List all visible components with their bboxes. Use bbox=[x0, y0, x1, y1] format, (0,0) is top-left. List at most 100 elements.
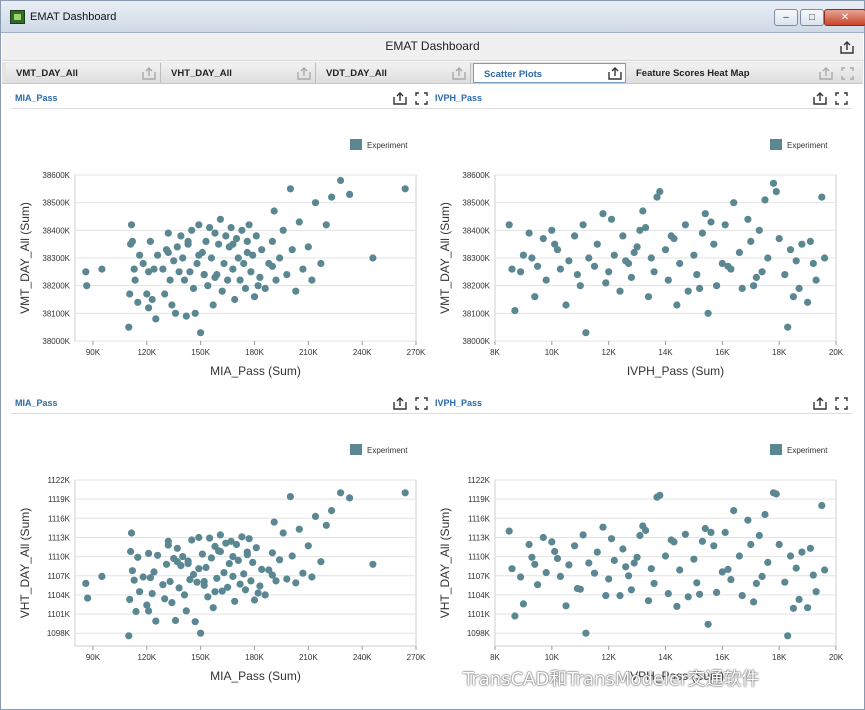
data-point bbox=[250, 293, 259, 301]
data-point bbox=[704, 620, 712, 628]
data-point bbox=[758, 572, 766, 580]
y-tick-label: 1098K bbox=[467, 629, 491, 638]
data-point bbox=[676, 566, 684, 574]
data-point bbox=[231, 597, 239, 605]
close-button[interactable]: ✕ bbox=[824, 9, 865, 26]
data-point bbox=[180, 276, 189, 284]
data-point bbox=[590, 262, 599, 270]
window-titlebar[interactable]: EMAT Dashboard – □ ✕ bbox=[1, 1, 865, 33]
share-icon[interactable] bbox=[840, 41, 854, 54]
data-point bbox=[270, 207, 278, 215]
y-tick-label: 1113K bbox=[468, 533, 491, 542]
data-point bbox=[642, 526, 650, 534]
data-point bbox=[247, 268, 255, 276]
data-point bbox=[556, 572, 564, 580]
data-point bbox=[188, 226, 196, 234]
data-point bbox=[571, 542, 579, 550]
data-point bbox=[616, 592, 624, 600]
panel-divider bbox=[11, 108, 432, 109]
data-point bbox=[179, 254, 187, 262]
expand-icon[interactable] bbox=[835, 397, 848, 410]
share-icon[interactable] bbox=[297, 67, 311, 80]
data-point bbox=[134, 553, 142, 561]
data-point bbox=[690, 555, 698, 563]
expand-icon[interactable] bbox=[841, 67, 854, 80]
data-point bbox=[593, 240, 601, 248]
scatter-chart: 38000K 38100K 38200K 38300K 38400K 38500K 3860… bbox=[18, 139, 426, 378]
x-tick-label: 12K bbox=[602, 653, 617, 662]
legend-label: Experiment bbox=[787, 141, 828, 150]
y-tick-label: 1113K bbox=[48, 533, 71, 542]
panel-title: IVPH_Pass bbox=[435, 93, 483, 103]
data-point bbox=[227, 224, 235, 232]
data-point bbox=[84, 594, 92, 602]
data-point bbox=[590, 569, 599, 577]
data-point bbox=[193, 578, 201, 586]
data-point bbox=[721, 528, 729, 536]
data-point bbox=[747, 237, 755, 245]
data-point bbox=[131, 276, 139, 284]
maximize-button[interactable]: □ bbox=[800, 9, 824, 26]
y-tick-label: 38500K bbox=[462, 199, 490, 208]
data-point bbox=[821, 254, 829, 262]
data-point bbox=[401, 185, 409, 193]
share-icon[interactable] bbox=[608, 67, 622, 80]
share-icon[interactable] bbox=[393, 397, 407, 410]
tab-vht-day-all[interactable]: VHT_DAY_All bbox=[161, 63, 316, 83]
data-point bbox=[195, 533, 203, 542]
data-point bbox=[202, 563, 210, 572]
tab-feature-scores-heat-map[interactable]: Feature Scores Heat Map bbox=[626, 63, 862, 83]
tab-scatter-plots[interactable]: Scatter Plots bbox=[473, 63, 626, 83]
data-point bbox=[730, 507, 738, 515]
data-point bbox=[229, 240, 237, 248]
data-point bbox=[812, 276, 820, 284]
data-point bbox=[337, 489, 345, 497]
data-point bbox=[664, 276, 672, 284]
expand-icon[interactable] bbox=[835, 92, 848, 105]
data-point bbox=[200, 271, 208, 279]
tab-label: VMT_DAY_All bbox=[16, 68, 78, 79]
data-point bbox=[311, 512, 320, 520]
expand-icon[interactable] bbox=[415, 92, 428, 105]
data-point bbox=[241, 586, 250, 594]
tab-vmt-day-all[interactable]: VMT_DAY_All bbox=[6, 63, 161, 83]
data-point bbox=[795, 595, 803, 603]
panel-title: MIA_Pass bbox=[15, 398, 58, 408]
data-point bbox=[616, 287, 624, 295]
share-icon[interactable] bbox=[142, 67, 156, 80]
minimize-button[interactable]: – bbox=[774, 9, 798, 26]
data-point bbox=[197, 629, 205, 637]
data-point bbox=[236, 580, 244, 588]
data-point bbox=[232, 235, 241, 243]
data-point bbox=[224, 276, 232, 284]
data-point bbox=[288, 552, 296, 560]
data-point bbox=[250, 596, 259, 604]
share-icon[interactable] bbox=[813, 397, 827, 410]
data-point bbox=[798, 548, 806, 556]
data-point bbox=[636, 531, 644, 540]
data-point bbox=[744, 215, 752, 223]
data-point bbox=[602, 592, 610, 600]
data-point bbox=[175, 584, 183, 592]
data-point bbox=[642, 224, 650, 232]
data-point bbox=[218, 587, 226, 595]
x-tick-label: 8K bbox=[490, 653, 500, 662]
tab-vdt-day-all[interactable]: VDT_DAY_All bbox=[316, 63, 471, 83]
data-point bbox=[279, 226, 287, 234]
data-point bbox=[188, 536, 196, 544]
data-point bbox=[268, 262, 276, 270]
data-point bbox=[211, 273, 219, 281]
share-icon[interactable] bbox=[813, 92, 827, 105]
y-tick-label: 38600K bbox=[462, 171, 490, 180]
data-point bbox=[168, 599, 176, 607]
expand-icon[interactable] bbox=[415, 397, 428, 410]
data-point bbox=[718, 259, 726, 268]
y-tick-label: 1116K bbox=[48, 514, 71, 523]
share-icon[interactable] bbox=[452, 67, 466, 80]
share-icon[interactable] bbox=[819, 67, 833, 80]
data-point bbox=[227, 537, 235, 545]
data-point bbox=[752, 579, 760, 587]
data-point bbox=[295, 218, 303, 226]
share-icon[interactable] bbox=[393, 92, 407, 105]
data-point bbox=[553, 554, 562, 563]
